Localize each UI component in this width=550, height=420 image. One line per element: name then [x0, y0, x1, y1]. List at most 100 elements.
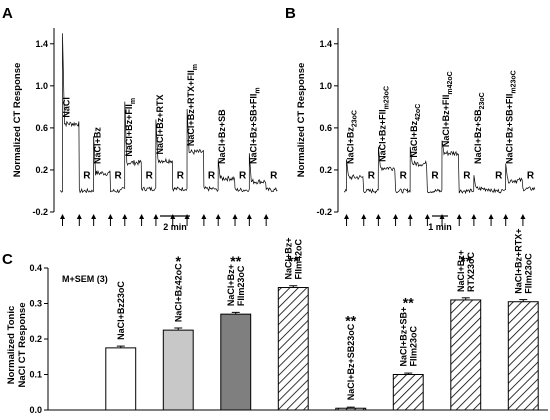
stimulus-label-A: NaCl+Bz+FIIm	[124, 98, 137, 157]
arrow-head	[393, 214, 399, 219]
significance-mark: **	[288, 253, 299, 269]
stimulus-arrow-B	[361, 214, 367, 226]
stimulus-label-A: NaCl+Bz+SB	[217, 109, 227, 164]
bar-y-tick-label: 0.2	[29, 334, 42, 344]
y-tick-label-B: 1.4	[319, 39, 332, 49]
y-axis-label-B: Normalized CT Response	[296, 63, 307, 178]
arrow-head	[59, 214, 65, 219]
stimulus-arrow-A	[263, 214, 269, 226]
rinse-label-A: R	[177, 170, 185, 181]
stimulus-arrow-A	[215, 214, 221, 226]
rinse-label-A: R	[114, 170, 122, 181]
bar-category-label: NaCl+Bz+RTX+FIIm23oC	[513, 228, 533, 293]
bar	[335, 407, 367, 411]
y-axis-label-A: Normalized CT Response	[12, 63, 23, 178]
rinse-label-B: R	[431, 170, 439, 181]
bar-category-label: NaCl+Bz42oC	[173, 263, 183, 322]
bar-y-tick-label: 0.1	[29, 370, 42, 380]
arrow-head	[361, 214, 367, 219]
bar	[450, 299, 482, 411]
panel-letter-a: A	[2, 5, 13, 22]
y-tick-label-B: -0.2	[316, 207, 332, 217]
stimulus-arrow-A	[232, 214, 238, 226]
bar	[392, 374, 424, 411]
arrow-head	[201, 214, 207, 219]
stimulus-arrow-A	[153, 214, 159, 226]
y-tick-label-A: 0.6	[35, 123, 48, 133]
arrow-head	[153, 214, 159, 219]
stimulus-arrow-A	[139, 214, 145, 226]
y-tick-label-A: 0.2	[35, 165, 48, 175]
stimulus-arrow-B	[520, 214, 526, 226]
significance-mark: **	[403, 294, 414, 310]
bar	[220, 313, 252, 411]
arrow-head	[246, 214, 252, 219]
rinse-label-A: R	[146, 170, 154, 181]
bar-y-tick-label: 0.4	[29, 263, 42, 273]
stimulus-arrow-A	[59, 214, 65, 226]
stimulus-label-B: NaCl+Bz+SB+FIIm23oC	[505, 70, 518, 164]
scale-bar-label-A: 2 min	[163, 222, 187, 232]
stimulus-arrow-A	[107, 214, 113, 226]
y-tick-label-A: 1.0	[35, 81, 48, 91]
stimulus-label-A: NaCl+Bz+RTX+FIIm	[186, 64, 199, 146]
rinse-label-A: R	[270, 170, 278, 181]
y-tick-label-B: 0.2	[319, 165, 332, 175]
bar	[162, 329, 194, 411]
rinse-label-A: R	[83, 170, 91, 181]
bar-category-label: NaCl+Bz+SB+FIIm23oC	[398, 307, 418, 367]
stimulus-label-A: NaCl+Bz+SB+FIIm	[248, 87, 261, 164]
arrow-head	[488, 214, 494, 219]
stimulus-arrow-B	[488, 214, 494, 226]
arrow-head	[122, 214, 128, 219]
ct-trace-B	[343, 140, 536, 195]
arrow-head	[91, 214, 97, 219]
bar-category-label: NaCl+Bz+RTX23oC	[456, 250, 476, 292]
rinse-label-B: R	[463, 170, 471, 181]
arrow-head	[407, 214, 413, 219]
stimulus-arrow-B	[471, 214, 477, 226]
bar	[277, 287, 309, 411]
rinse-label-B: R	[368, 170, 376, 181]
arrow-head	[215, 214, 221, 219]
panel-c: 0.0 0.1 0.2 0.3 0.4 Normalized TonicNaCl CT R…	[6, 228, 548, 415]
scale-bar-label-B: 1 min	[428, 222, 452, 232]
stimulus-arrow-B	[503, 214, 509, 226]
rinse-label-B: R	[495, 170, 503, 181]
stimulus-arrow-B	[375, 214, 381, 226]
stimulus-arrow-B	[344, 214, 350, 226]
arrow-head	[263, 214, 269, 219]
arrow-head	[344, 214, 350, 219]
bar-y-tick-label: 0.0	[29, 405, 42, 415]
stimulus-label-B: NaCl+Bz+FIIm42oC	[441, 71, 454, 147]
stimulus-label-B: NaCl+Bz42oC	[409, 104, 422, 158]
arrow-head	[375, 214, 381, 219]
rinse-label-B: R	[400, 170, 408, 181]
arrow-head	[471, 214, 477, 219]
y-tick-label-B: 0.6	[319, 123, 332, 133]
stimulus-arrow-A	[122, 214, 128, 226]
stimulus-arrow-A	[76, 214, 82, 226]
stimulus-label-B: NaCl+Bz+SB23oC	[473, 92, 486, 164]
stimulus-label-B: NaCl+Bz+FIIm23oC	[377, 86, 390, 162]
stimulus-arrow-A	[91, 214, 97, 226]
arrow-head	[107, 214, 113, 219]
stimulus-label-A: NaCl+Bz+RTX	[155, 94, 165, 154]
stimulus-label-A: NaCl+Bz	[93, 127, 103, 164]
stimulus-arrow-B	[393, 214, 399, 226]
rinse-label-B: R	[527, 170, 535, 181]
bar-category-label: NaCl+Bz+SB23oC	[346, 323, 356, 400]
y-tick-label-A: 1.4	[35, 39, 48, 49]
arrow-head	[424, 214, 430, 219]
rinse-label-A: R	[208, 170, 216, 181]
bar-category-label: NaCl+Bz+FIIm23oC	[226, 264, 246, 306]
panel-letter-b: B	[285, 5, 296, 22]
y-tick-label-A: -0.2	[32, 207, 48, 217]
bar-category-label: NaCl+Bz+FIIm42oC	[283, 237, 303, 279]
significance-mark: **	[345, 312, 356, 328]
bar	[507, 301, 539, 411]
arrow-head	[503, 214, 509, 219]
